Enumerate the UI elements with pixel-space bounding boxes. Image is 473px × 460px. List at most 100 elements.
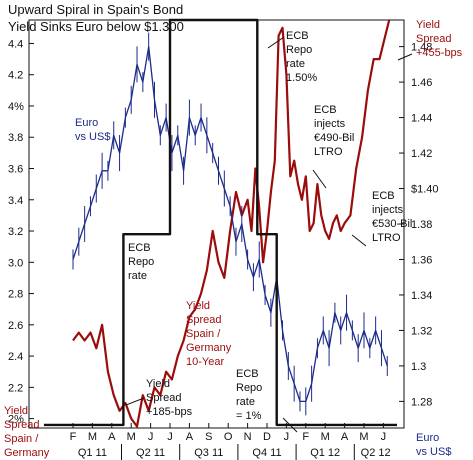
- ecb-530-line-3: €530-Bil: [372, 218, 412, 230]
- euro-label-line-2: vs US$: [75, 131, 110, 143]
- left-tick-label: 4%: [8, 101, 24, 113]
- right-axis-ticks: 1.28 1.3 1.32 1.34 1.36 1.38 $1.40 1.42 1.44 1.46…: [399, 42, 439, 408]
- x-quarter-label: Q3 11: [194, 447, 223, 459]
- ecb-530-pointer: [351, 234, 367, 247]
- x-month-label: O: [224, 431, 233, 443]
- ecb-rate-150-pointer: [267, 36, 285, 49]
- x-quarter-label: Q1 12: [310, 447, 340, 459]
- ecb-530-line-1: ECB: [372, 190, 395, 202]
- left-tick-label: 3.2: [8, 226, 23, 238]
- spread-legend-line-4: Germany: [4, 447, 50, 459]
- left-tick-label: 3.6: [8, 164, 23, 176]
- spread-185-pointer: [125, 397, 145, 406]
- ecb-repo-rate-line-3: rate: [128, 270, 147, 282]
- right-tick-label: 1.48: [411, 42, 432, 54]
- right-tick-label: 1.42: [411, 148, 432, 160]
- spread-185-line-2: Spread: [146, 392, 181, 404]
- euro-label-line-1: Euro: [75, 117, 98, 129]
- ecb-repo-rate-note: ECB Repo rate: [128, 242, 154, 282]
- x-month-label: N: [244, 431, 252, 443]
- left-tick-label: 3.4: [8, 195, 23, 207]
- x-month-label: A: [341, 431, 349, 443]
- ecb-490-note: ECB injects €490-Bil LTRO: [314, 104, 354, 158]
- spread-455-line-3: +455-bps: [416, 47, 463, 59]
- right-tick-label: $1.40: [411, 184, 439, 196]
- spread-10yr-line-5: 10-Year: [186, 356, 224, 368]
- ecb-530-line-2: injects: [372, 204, 404, 216]
- x-month-label: A: [186, 431, 194, 443]
- left-tick-label: 3.0: [8, 257, 23, 269]
- ecb-rate-150-line-4: 1.50%: [286, 72, 317, 84]
- spread-legend: Yield Spread Spain / Germany: [4, 405, 50, 459]
- spread-185-note: Yield Spread +185-bps: [146, 378, 193, 418]
- x-month-label: J: [381, 431, 387, 443]
- spread-legend-line-3: Spain /: [4, 433, 39, 445]
- spread-legend-line-1: Yield: [4, 405, 28, 417]
- right-tick-label: 1.34: [411, 290, 432, 302]
- ecb-rate-1-pointer: [282, 417, 298, 433]
- left-tick-label: 2.2: [8, 382, 23, 394]
- right-tick-label: 1.36: [411, 254, 432, 266]
- series-line-ecb-rate: [43, 18, 397, 427]
- ecb-490-line-2: injects: [314, 118, 346, 130]
- spread-10yr-note: Yield Spread Spain / Germany 10-Year: [186, 300, 232, 368]
- ecb-rate-1-line-1: ECB: [236, 368, 259, 380]
- x-month-label: S: [205, 431, 212, 443]
- series-layer: [43, 18, 397, 428]
- left-axis-ticks: 2% 2.2 2.4 2.6 2.8 3.0 3.2 3.4 3.6 3.8 4% 4.2 4.4: [8, 38, 34, 426]
- x-quarter-label: Q2 12: [361, 447, 391, 459]
- x-month-label: J: [167, 431, 173, 443]
- chart-title-line-1: Upward Spiral in Spain's Bond: [8, 2, 183, 17]
- ecb-rate-150-line-2: Repo: [286, 44, 312, 56]
- x-month-label: F: [70, 431, 77, 443]
- spread-455-line-1: Yield: [416, 19, 440, 31]
- x-month-label: J: [284, 431, 290, 443]
- right-tick-label: 1.46: [411, 77, 432, 89]
- left-tick-label: 4.4: [8, 38, 23, 50]
- ecb-490-line-4: LTRO: [314, 146, 343, 158]
- ecb-rate-1-note: ECB Repo rate = 1%: [236, 368, 262, 422]
- ecb-repo-rate-line-2: Repo: [128, 256, 154, 268]
- x-quarter-label: Q4 11: [252, 447, 281, 459]
- chart-title-line-2: Yield Sinks Euro below $1.300: [8, 19, 184, 34]
- spread-455-note: Yield Spread +455-bps: [416, 19, 463, 59]
- x-axis-ticks: F M A M J J A S O N D J F M A M JQ1 11 Q2 11 Q3 11 Q4 11 Q1 …: [70, 423, 391, 460]
- x-month-label: A: [108, 431, 116, 443]
- spread-455-line-2: Spread: [416, 33, 451, 45]
- ecb-repo-rate-line-1: ECB: [128, 242, 151, 254]
- x-month-label: J: [148, 431, 154, 443]
- ecb-rate-150-line-3: rate: [286, 58, 305, 70]
- spread-10yr-line-2: Spread: [186, 314, 221, 326]
- ecb-490-line-3: €490-Bil: [314, 132, 354, 144]
- series-line-spread: [72, 19, 391, 428]
- spread-455-pointer: [397, 53, 413, 61]
- spread-185-line-3: +185-bps: [146, 406, 193, 418]
- left-tick-label: 4.2: [8, 70, 23, 82]
- right-tick-label: 1.32: [411, 325, 432, 337]
- x-month-label: M: [127, 431, 136, 443]
- ecb-rate-1-line-4: = 1%: [236, 410, 262, 422]
- right-tick-label: 1.44: [411, 113, 432, 125]
- spread-10yr-line-1: Yield: [186, 300, 210, 312]
- euro-legend-line-2: vs US$: [416, 446, 451, 458]
- right-tick-label: 1.28: [411, 396, 432, 408]
- euro-label: Euro vs US$: [75, 117, 110, 143]
- ecb-490-pointer: [312, 169, 327, 189]
- ecb-rate-150-line-1: ECB: [286, 30, 309, 42]
- spread-185-line-1: Yield: [146, 378, 170, 390]
- ecb-rate-150-note: ECB Repo rate 1.50%: [286, 30, 317, 84]
- ecb-rate-1-line-3: rate: [236, 396, 255, 408]
- ecb-530-line-4: LTRO: [372, 232, 401, 244]
- right-tick-label: 1.38: [411, 219, 432, 231]
- x-quarter-label: Q2 11: [136, 447, 165, 459]
- spread-legend-line-2: Spread: [4, 419, 39, 431]
- right-tick-label: 1.3: [411, 361, 426, 373]
- x-quarter-label: Q1 11: [78, 447, 107, 459]
- euro-legend: Euro vs US$: [416, 432, 451, 458]
- ecb-rate-1-line-2: Repo: [236, 382, 262, 394]
- x-month-label: M: [359, 431, 368, 443]
- euro-legend-line-1: Euro: [416, 432, 439, 444]
- x-month-label: M: [88, 431, 97, 443]
- left-tick-label: 2.6: [8, 320, 23, 332]
